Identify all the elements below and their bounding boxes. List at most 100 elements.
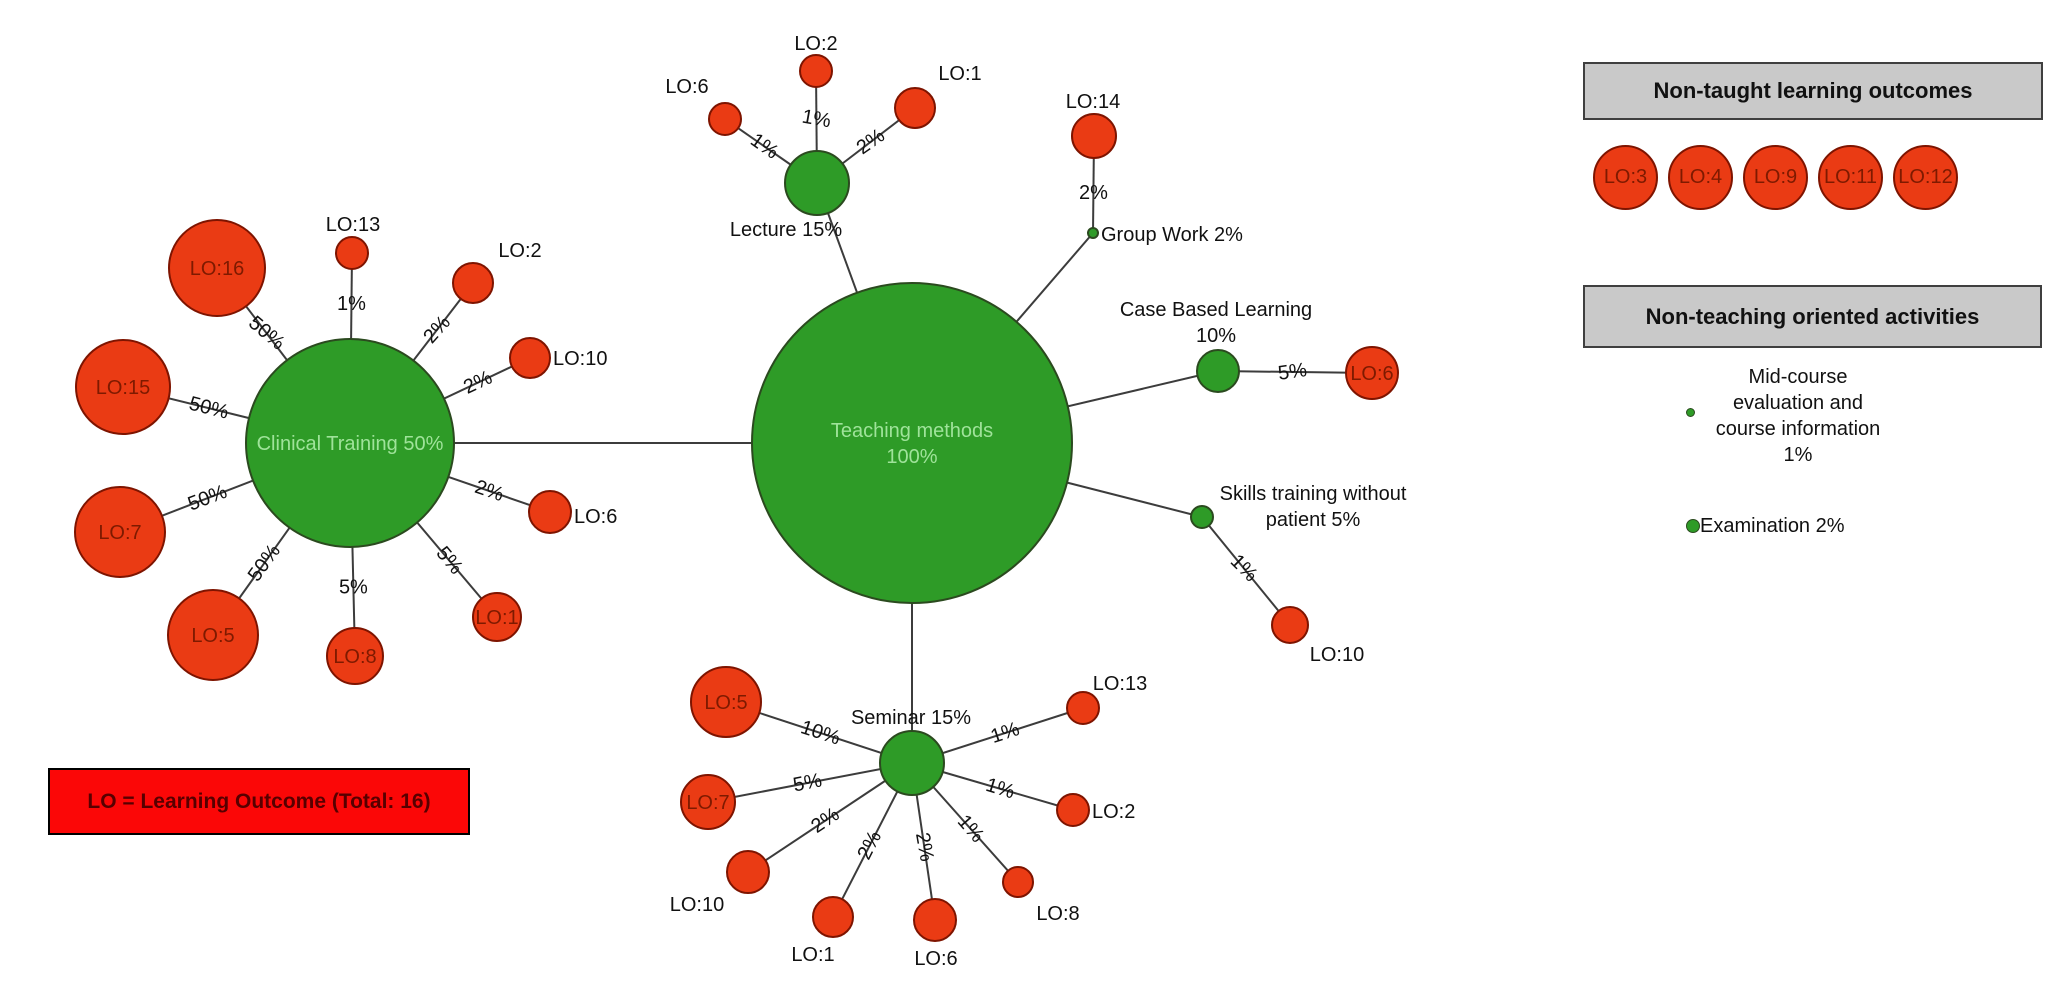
node-label-cl_lo1: LO:1 (475, 607, 518, 629)
non-taught-outcome-circle: LO:12 (1893, 145, 1958, 210)
labels-layer: Teaching methods 100% Clinical Training 50… (96, 33, 1407, 970)
non-taught-outcome-label: LO:12 (1898, 166, 1953, 188)
node-label-seminar: Seminar 15% (851, 707, 971, 729)
node-label-skills: patient 5% (1266, 509, 1361, 531)
node-label-lec_lo6: LO:6 (665, 76, 708, 98)
node-label-sk_lo10: LO:10 (1310, 644, 1364, 666)
activity-line: Examination 2% (1700, 515, 1845, 537)
node-label-lec_lo1: LO:1 (938, 63, 981, 85)
node-label-cbl_lo6: LO:6 (1350, 363, 1393, 385)
edge-label-groupwork-lo14: 2% (1079, 182, 1108, 204)
edge-label-seminar-sem_lo6: 2% (911, 831, 938, 864)
node-label-lec_lo2: LO:2 (794, 33, 837, 55)
node-label-cbl: Case Based Learning (1120, 299, 1312, 321)
non-taught-outcome-circle: LO:4 (1668, 145, 1733, 210)
non-taught-outcome-circle: LO:9 (1743, 145, 1808, 210)
node-label-cbl: 10% (1196, 325, 1236, 347)
edge-label-clinical-lo16: 50% (244, 312, 289, 355)
edge-label-seminar-sem_lo7: 5% (791, 769, 824, 796)
node-seminar (879, 730, 945, 796)
edge-label-lecture-lec_lo6: 1% (746, 129, 782, 164)
midcourse-activity-label: Mid-course evaluation and course informa… (1682, 364, 1914, 468)
activity-line: Mid-course (1748, 366, 1848, 388)
edge-label-clinical-cl_lo13: 1% (337, 293, 366, 315)
edge-label-lecture-lec_lo1: 2% (853, 124, 889, 159)
node-label-lo14: LO:14 (1066, 91, 1120, 113)
nodes-layer (74, 54, 1399, 942)
edge-label-seminar-sem_lo5: 10% (798, 716, 843, 749)
edge-label-clinical-cl_lo10: 2% (460, 366, 496, 398)
node-label-sem_lo1: LO:1 (791, 944, 834, 966)
node-lo16 (168, 219, 266, 317)
edge-label-skills-sk_lo10: 1% (1226, 550, 1262, 586)
node-sem_lo10 (726, 850, 770, 894)
node-cbl (1196, 349, 1240, 393)
node-cl_lo10 (509, 337, 551, 379)
node-label-cl_lo6: LO:6 (574, 506, 617, 528)
node-sk_lo10 (1271, 606, 1309, 644)
node-label-sem_lo7: LO:7 (686, 792, 729, 814)
edge-label-seminar-sem_lo1: 2% (853, 827, 886, 863)
node-sem_lo7 (680, 774, 736, 830)
node-label-lo15: LO:15 (96, 377, 150, 399)
edge-skills-sk_lo10 (1201, 516, 1291, 626)
non-taught-outcome-label: LO:11 (1824, 166, 1877, 188)
node-lo15 (75, 339, 171, 435)
node-label-sem_lo6: LO:6 (914, 948, 957, 970)
node-sem_lo2 (1056, 793, 1090, 827)
examination-activity-dot-icon (1686, 519, 1700, 533)
edge-label-clinical-cl_lo8: 5% (339, 576, 368, 598)
non-taught-outcome-label: LO:4 (1678, 166, 1723, 188)
node-label-clinical: Clinical Training 50% (257, 433, 444, 455)
node-cl_lo8 (326, 627, 384, 685)
edge-label-seminar-sem_lo2: 1% (983, 774, 1017, 804)
edge-seminar-sem_lo7 (707, 762, 913, 803)
node-label-skills: Skills training without (1220, 483, 1407, 505)
node-label-lecture: Lecture 15% (730, 219, 843, 241)
node-label-sem_lo5: LO:5 (704, 692, 747, 714)
edge-label-lecture-lec_lo2: 1% (800, 106, 833, 133)
edge-label-clinical-lo15: 50% (187, 393, 231, 424)
non-taught-outcomes-header: Non-taught learning outcomes (1583, 62, 2043, 120)
non-teaching-activities-title: Non-teaching oriented activities (1645, 303, 1980, 329)
activity-line: evaluation and (1732, 392, 1864, 414)
node-label-lo16: LO:16 (190, 258, 244, 280)
node-label-cl_lo10: LO:10 (553, 348, 607, 370)
node-cl_lo6 (528, 490, 572, 534)
edge-label-clinical-cl_lo7: 50% (185, 481, 230, 516)
node-lec_lo2 (799, 54, 833, 88)
non-taught-outcomes-row: LO:3 LO:4 LO:9 LO:11 LO:12 (1593, 145, 1958, 210)
node-label-teaching: 100% (886, 446, 937, 468)
node-sem_lo13 (1066, 691, 1100, 725)
node-cl_lo13 (335, 236, 369, 270)
non-taught-outcome-circle: LO:3 (1593, 145, 1658, 210)
edge-label-clinical-cl_lo5: 50% (244, 540, 285, 585)
edge-label-clinical-cl_lo1: 5% (432, 542, 468, 578)
node-label-cl_lo8: LO:8 (333, 646, 376, 668)
node-lec_lo1 (894, 87, 936, 129)
edge-label-clinical-cl_lo2: 2% (419, 311, 455, 347)
examination-activity-label: Examination 2% (1700, 515, 1845, 537)
node-teaching (751, 282, 1073, 604)
node-sem_lo8 (1002, 866, 1034, 898)
node-cl_lo7 (74, 486, 166, 578)
edge-label-clinical-cl_lo6: 2% (472, 476, 507, 506)
node-cl_lo5 (167, 589, 259, 681)
node-label-cl_lo5: LO:5 (191, 625, 234, 647)
node-lecture (784, 150, 850, 216)
node-sem_lo1 (812, 896, 854, 938)
node-label-sem_lo10: LO:10 (670, 894, 724, 916)
node-label-cl_lo2: LO:2 (498, 240, 541, 262)
node-lo14 (1071, 113, 1117, 159)
node-sem_lo6 (913, 898, 957, 942)
non-taught-outcomes-title: Non-taught learning outcomes (1653, 78, 1973, 103)
legend-note-text: LO = Learning Outcome (Total: 16) (87, 789, 431, 813)
node-clinical (245, 338, 455, 548)
non-taught-outcome-circle: LO:11 (1818, 145, 1883, 210)
non-teaching-activities-header: Non-teaching oriented activities (1583, 285, 2042, 348)
node-cl_lo2 (452, 262, 494, 304)
node-label-groupwork: Group Work 2% (1101, 224, 1243, 246)
node-label-sem_lo13: LO:13 (1093, 673, 1147, 695)
